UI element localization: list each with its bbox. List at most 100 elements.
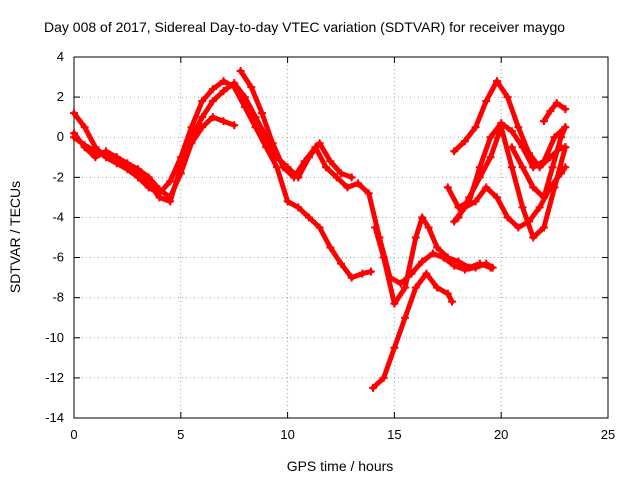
data-point — [343, 183, 352, 192]
data-point — [454, 257, 463, 266]
data-point — [198, 97, 207, 106]
data-point — [539, 193, 548, 202]
x-tick-label: 20 — [494, 427, 508, 442]
data-point — [102, 149, 111, 158]
data-point — [208, 97, 217, 106]
series-arc-6 — [371, 213, 495, 308]
data-point — [424, 223, 433, 232]
data-point — [369, 383, 378, 392]
x-tick-label: 5 — [177, 427, 184, 442]
data-point — [401, 283, 410, 292]
data-point — [548, 163, 557, 172]
data-point — [294, 203, 303, 212]
data-point — [134, 165, 143, 174]
data-point — [428, 249, 437, 258]
data-point — [550, 183, 559, 192]
data-point — [155, 185, 164, 194]
y-tick-label: -14 — [45, 410, 64, 425]
data-point — [390, 343, 399, 352]
data-point — [337, 169, 345, 178]
series-arc-10 — [454, 123, 570, 242]
data-point — [208, 113, 217, 122]
y-tick-label: 0 — [57, 129, 64, 144]
data-point — [326, 157, 335, 166]
data-point — [460, 137, 469, 146]
series-arc-11 — [507, 123, 570, 202]
data-point — [80, 123, 89, 132]
data-point — [219, 117, 228, 126]
data-point — [315, 223, 324, 232]
y-tick-label: -2 — [52, 169, 64, 184]
data-point — [518, 143, 527, 152]
series-line — [541, 100, 568, 124]
data-point — [315, 139, 324, 148]
data-point — [347, 273, 356, 282]
series-line — [451, 78, 568, 170]
y-tick-label: -8 — [52, 290, 64, 305]
series-arc-1 — [70, 77, 375, 282]
data-point — [539, 223, 548, 232]
data-point — [529, 183, 538, 192]
data-point — [236, 67, 245, 76]
y-tick-label: -12 — [45, 370, 64, 385]
data-point — [507, 143, 516, 152]
y-axis-title: SDTVAR / TECUs — [7, 181, 23, 293]
data-point — [514, 123, 523, 132]
data-point — [219, 77, 228, 86]
data-point — [240, 93, 249, 102]
data-point — [433, 243, 442, 252]
data-point — [503, 93, 512, 102]
data-point — [486, 133, 495, 142]
data-point — [518, 203, 527, 212]
x-axis-title: GPS time / hours — [287, 458, 394, 474]
chart-title: Day 008 of 2017, Sidereal Day-to-day VTE… — [44, 19, 565, 35]
axis-ticks — [73, 56, 609, 419]
data-point — [552, 99, 561, 108]
x-tick-label: 15 — [387, 427, 401, 442]
data-point — [418, 257, 427, 266]
data-point — [123, 159, 132, 168]
data-point — [492, 193, 501, 202]
data-point — [358, 269, 367, 278]
data-point — [518, 163, 527, 172]
data-point — [268, 139, 277, 148]
data-point — [454, 213, 463, 222]
data-point — [326, 243, 335, 252]
series-arc-3 — [70, 113, 239, 202]
data-point — [492, 77, 501, 86]
data-point — [561, 123, 570, 132]
data-point — [347, 173, 356, 182]
data-point — [529, 163, 538, 172]
data-point — [251, 113, 260, 122]
data-point — [443, 183, 452, 192]
x-tick-label: 0 — [70, 427, 77, 442]
data-point — [443, 253, 452, 262]
data-point — [497, 123, 506, 132]
data-point — [337, 259, 345, 268]
y-tick-label: 4 — [57, 49, 64, 64]
y-tick-label: 2 — [57, 89, 64, 104]
data-point — [332, 173, 341, 182]
data-point — [364, 189, 373, 198]
series-arc-12 — [539, 99, 570, 126]
data-point — [166, 193, 175, 202]
data-point — [290, 173, 299, 182]
data-point — [144, 173, 153, 182]
data-point — [433, 283, 442, 292]
data-point — [539, 117, 548, 126]
series-line — [372, 214, 493, 307]
data-point — [546, 107, 555, 116]
data-point — [311, 143, 320, 152]
data-point — [208, 85, 217, 94]
x-tick-labels: 0 5 10 15 20 25 — [70, 427, 615, 442]
data-point — [503, 213, 512, 222]
data-point — [304, 213, 313, 222]
data-point — [475, 259, 484, 268]
data-point — [471, 123, 480, 132]
data-point — [176, 169, 185, 178]
y-tick-labels: -14 -12 -10 -8 -6 -4 -2 0 2 4 — [45, 49, 64, 425]
series-line — [370, 271, 455, 391]
data-point — [529, 233, 538, 242]
data-point — [198, 113, 207, 122]
